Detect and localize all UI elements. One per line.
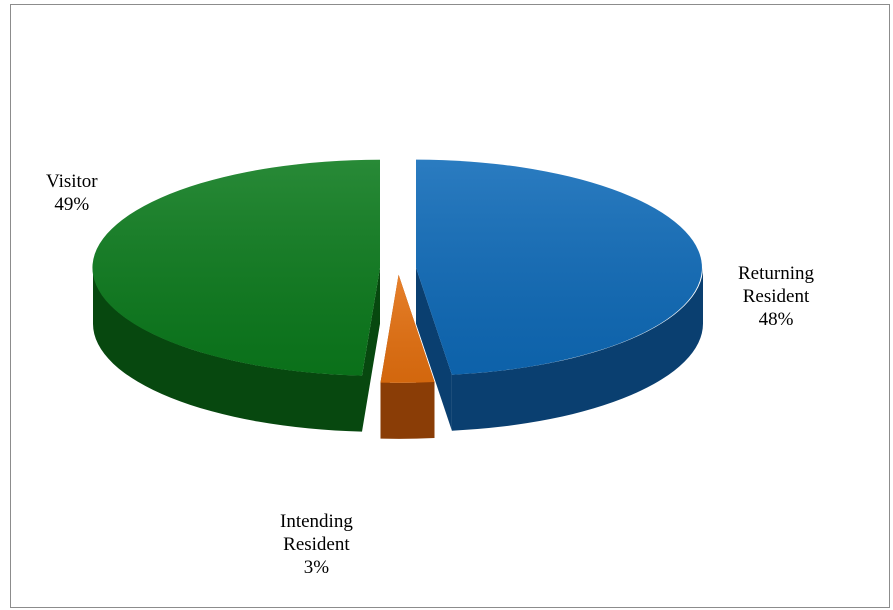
slice-label-intending-resident: Intending Resident 3% [280, 511, 353, 578]
slice-shading-returning-resident [416, 159, 702, 375]
slice-returning-resident [416, 159, 703, 431]
pie-slices [92, 159, 703, 439]
slice-label-visitor: Visitor 49% [46, 171, 98, 215]
slice-shading-visitor [92, 159, 380, 376]
slice-rim-visitor [92, 267, 362, 432]
slice-label-returning-resident: Returning Resident 48% [738, 263, 814, 330]
slice-rim-returning-resident [451, 267, 703, 431]
slice-intending-resident [380, 274, 435, 439]
slice-shading-intending-resident [380, 274, 435, 383]
slice-side-face-returning-resident-1 [416, 267, 452, 431]
slice-side-face-visitor-0 [362, 267, 380, 432]
slice-visitor [92, 159, 380, 432]
slice-rim-intending-resident [380, 382, 435, 439]
